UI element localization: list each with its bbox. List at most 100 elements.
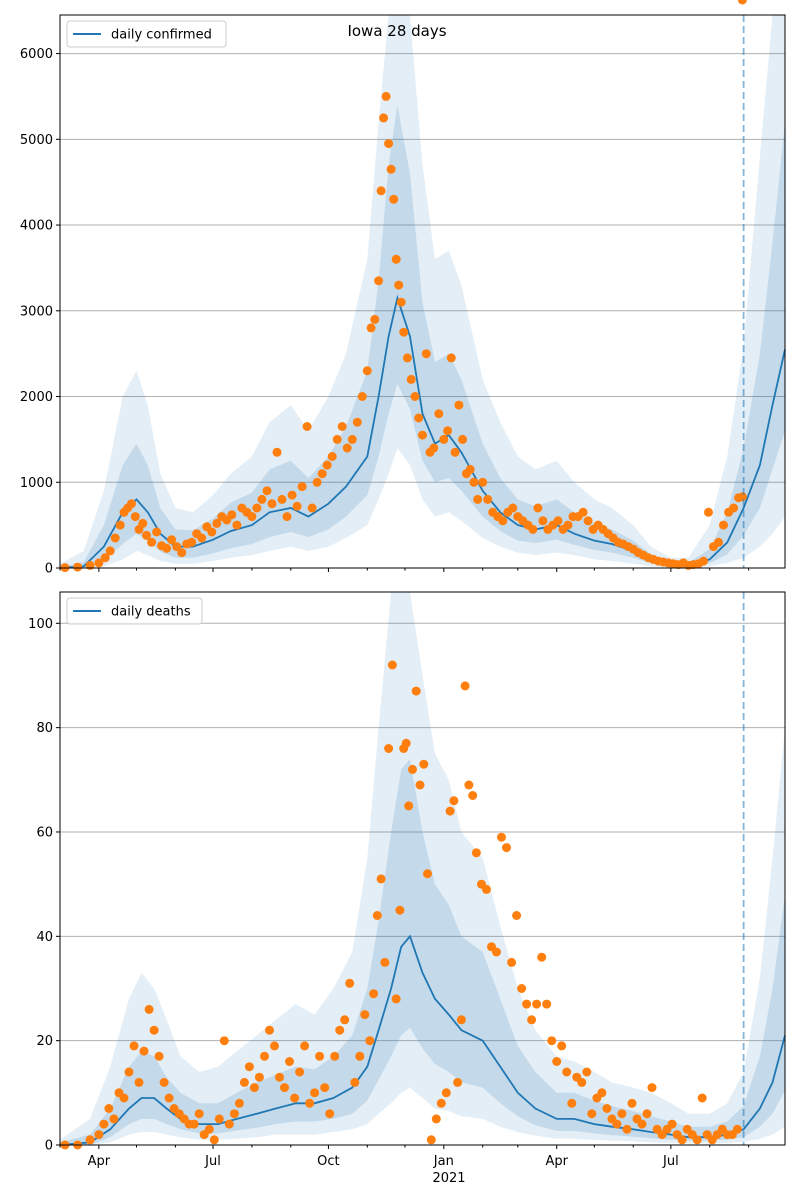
observed-point	[410, 392, 420, 401]
observed-point	[449, 796, 459, 806]
observed-point	[332, 434, 342, 444]
y-tick-label: 6000	[20, 47, 53, 62]
observed-point	[197, 533, 207, 543]
observed-point	[582, 1067, 592, 1077]
year-label: 2021	[432, 1171, 465, 1186]
observed-point	[381, 91, 391, 101]
observed-point	[637, 1119, 647, 1129]
observed-point	[232, 520, 242, 530]
observed-point	[577, 1077, 587, 1087]
observed-point	[317, 469, 327, 479]
x-tick-label: Jul	[662, 1154, 679, 1169]
observed-point	[260, 1051, 269, 1061]
observed-point	[85, 1135, 95, 1145]
observed-point	[127, 499, 136, 509]
observed-point	[445, 806, 455, 816]
observed-point	[441, 1088, 451, 1098]
observed-point	[471, 848, 481, 858]
observed-point	[384, 139, 394, 149]
observed-point	[537, 952, 547, 962]
deaths-panel: 0 20 40 60 80 100 Apr Jul Oct Jan Apr Jul daily de…	[28, 0, 786, 1186]
observed-point	[265, 1025, 274, 1035]
confirmed-legend-box	[66, 20, 227, 48]
observed-point	[697, 1093, 707, 1103]
observed-point	[617, 1109, 627, 1119]
observed-point	[522, 999, 532, 1009]
observed-point	[369, 989, 379, 999]
observed-point	[404, 801, 414, 811]
y-tick-label: 40	[36, 930, 53, 945]
observed-point	[100, 553, 110, 563]
observed-point	[553, 516, 563, 526]
observed-point	[714, 537, 723, 547]
observed-point	[312, 477, 322, 487]
observed-point	[73, 562, 83, 572]
observed-point	[219, 1036, 229, 1046]
confirmed-legend-label: daily confirmed	[111, 28, 212, 43]
observed-point	[719, 520, 728, 530]
observed-point	[507, 957, 517, 967]
observed-point	[94, 1130, 104, 1140]
observed-point	[292, 501, 302, 511]
confirmed-panel: 0 1000 2000 3000 4000 5000 6000 daily confirme…	[20, 14, 786, 577]
observed-point	[421, 349, 431, 359]
observed-point	[402, 353, 412, 363]
observed-point	[300, 1041, 310, 1051]
observed-point	[473, 494, 483, 504]
observed-point	[391, 254, 401, 264]
observed-point	[345, 978, 355, 988]
observed-point	[172, 542, 182, 552]
observed-point	[387, 660, 397, 670]
deaths-uncertainty-bands	[60, 592, 785, 1145]
observed-point	[262, 486, 272, 496]
observed-point	[227, 510, 237, 520]
observed-point	[342, 443, 352, 453]
observed-point	[280, 1083, 289, 1093]
uncertainty-band	[60, 15, 785, 568]
observed-point	[272, 447, 282, 457]
observed-point	[129, 1041, 139, 1051]
observed-point	[578, 507, 588, 517]
y-tick-label: 20	[36, 1034, 53, 1049]
observed-point	[478, 477, 488, 487]
observed-point	[350, 1077, 360, 1087]
observed-point	[380, 957, 390, 967]
observed-point	[434, 409, 444, 419]
deaths-x-axis: Apr Jul Oct Jan Apr Jul	[59, 1145, 750, 1169]
observed-point	[254, 1072, 264, 1082]
observed-point	[105, 546, 115, 556]
observed-point	[285, 1057, 294, 1066]
observed-point	[737, 492, 747, 502]
observed-point	[492, 947, 501, 957]
observed-point	[376, 874, 386, 884]
y-tick-label: 0	[45, 1139, 53, 1154]
observed-point	[335, 1025, 345, 1035]
observed-point	[315, 1051, 325, 1061]
observed-point	[384, 744, 394, 753]
observed-point	[194, 1109, 204, 1119]
observed-point	[547, 1036, 557, 1046]
observed-point	[347, 434, 357, 444]
observed-point	[154, 1051, 164, 1061]
observed-point	[239, 1077, 249, 1087]
observed-point	[244, 1062, 254, 1072]
observed-point	[337, 422, 347, 431]
observed-point	[450, 447, 460, 457]
observed-point	[483, 494, 493, 504]
observed-point	[142, 530, 151, 540]
y-tick-label: 3000	[20, 304, 53, 319]
observed-point	[729, 503, 739, 513]
x-tick-label: Oct	[317, 1154, 339, 1169]
observed-point	[119, 1093, 129, 1103]
observed-point	[212, 518, 222, 528]
y-tick-label: 5000	[20, 133, 53, 148]
observed-point	[399, 327, 409, 337]
y-tick-label: 2000	[20, 390, 53, 405]
observed-point	[602, 1104, 612, 1113]
observed-point	[124, 1067, 134, 1077]
y-tick-label: 4000	[20, 219, 53, 234]
observed-point	[187, 537, 197, 547]
deaths-observed-points	[60, 0, 747, 1150]
deaths-plot-frame	[59, 591, 786, 1146]
